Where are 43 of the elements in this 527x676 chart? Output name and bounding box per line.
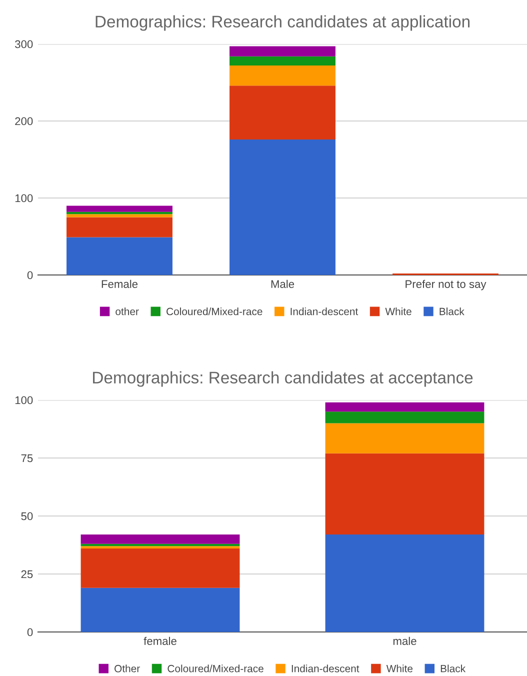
- y-tick-label: 50: [21, 512, 33, 520]
- bar: [80, 548, 240, 588]
- legend-label: Indian-descent: [292, 664, 360, 672]
- bar: [66, 206, 172, 212]
- bar: [325, 534, 484, 632]
- bar: [80, 534, 240, 544]
- chart-title: Demographics: Research candidates at application: [96, 15, 470, 31]
- y-tick-label: 100: [15, 396, 33, 404]
- bar: [230, 46, 336, 56]
- bar: [230, 139, 336, 275]
- y-tick-label: 200: [15, 117, 33, 126]
- bar: [66, 217, 172, 238]
- y-tick-label: 0: [27, 271, 33, 280]
- bar: [80, 588, 240, 632]
- bar: [325, 423, 484, 454]
- legend-label: Indian-descent: [290, 308, 358, 316]
- legend-label: other: [116, 308, 139, 316]
- y-tick-label: 75: [21, 454, 33, 462]
- y-tick-label: 300: [15, 40, 33, 48]
- y-tick-label: 25: [21, 570, 33, 578]
- bar: [230, 86, 336, 140]
- chart-title: Demographics: Research candidates at acceptance: [93, 371, 473, 387]
- legend-label: White: [386, 664, 413, 672]
- bar: [230, 66, 336, 86]
- x-tick-label: Prefer not to say: [406, 280, 486, 290]
- legend-label: White: [385, 308, 412, 316]
- legend-label: Black: [440, 308, 464, 316]
- legend-label: Coloured/Mixed-race: [166, 308, 262, 316]
- y-tick-label: 0: [27, 628, 33, 636]
- bar: [230, 56, 336, 66]
- bar: [325, 412, 484, 424]
- x-tick-label: Male: [271, 280, 294, 288]
- legend-label: Black: [440, 664, 466, 672]
- legend-label: Other: [114, 664, 140, 672]
- bar: [325, 402, 484, 412]
- bar: [66, 214, 172, 218]
- x-tick-label: female: [144, 636, 176, 646]
- bar: [66, 237, 172, 275]
- x-tick-label: Female: [102, 280, 138, 288]
- legend-label: Coloured/Mixed-race: [168, 664, 264, 672]
- bar: [325, 453, 484, 535]
- x-tick-label: male: [393, 636, 416, 646]
- y-tick-label: 100: [15, 194, 33, 202]
